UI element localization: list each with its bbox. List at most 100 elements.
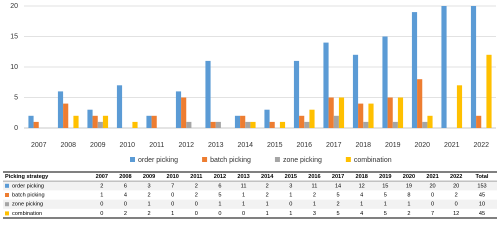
table-swatch (5, 211, 9, 216)
table-year: 2008 (119, 174, 131, 180)
table-cell: 0 (455, 202, 458, 208)
table-cell: 5 (337, 211, 340, 217)
table-cell: 2 (266, 183, 269, 189)
bar (245, 121, 251, 128)
bar (175, 91, 182, 128)
bar (57, 91, 64, 128)
bar (411, 12, 418, 129)
legend-swatch (345, 157, 351, 162)
bar (116, 85, 123, 128)
table-cell: 12 (359, 183, 365, 189)
table-cell: 2 (148, 192, 151, 198)
table-cell: 5 (218, 192, 221, 198)
bar (417, 79, 423, 128)
table-cell: 1 (148, 202, 151, 208)
data-table: Picking strategy 2007 2008 2009 2010 2011 2012… (3, 171, 497, 219)
table-year: 2013 (237, 174, 249, 180)
x-tick-label: 2020 (414, 142, 430, 149)
x-tick-label: 2009 (90, 142, 106, 149)
bar (250, 121, 256, 128)
legend-swatch (274, 157, 280, 162)
y-tick-label: 20 (10, 3, 18, 10)
table-year: 2022 (450, 174, 462, 180)
bar (146, 115, 152, 128)
table-cell: 0 (195, 211, 198, 217)
bar (132, 121, 138, 128)
table-total: 10 (479, 202, 485, 208)
table-cell: 0 (218, 211, 221, 217)
table-year: 2009 (143, 174, 155, 180)
bar (97, 121, 103, 128)
bar (382, 36, 388, 128)
table-cell: 1 (171, 211, 174, 217)
x-tick-label: 2008 (60, 142, 76, 149)
table-cell: 2 (407, 211, 410, 217)
bar (352, 54, 359, 128)
table-cell: 11 (312, 183, 318, 189)
x-tick-label: 2012 (178, 142, 194, 149)
table-cell: 4 (360, 192, 363, 198)
table-cell: 20 (429, 183, 435, 189)
table-total: 45 (479, 192, 485, 198)
table-cell: 3 (148, 183, 151, 189)
bar (476, 115, 482, 128)
bar (151, 115, 157, 128)
table-row-label: batch picking (12, 192, 45, 198)
bar (279, 121, 286, 128)
table-swatch (5, 202, 9, 207)
table-cell: 19 (406, 183, 412, 189)
x-tick-label: 2007 (31, 142, 47, 149)
table-cell: 3 (289, 183, 292, 189)
bar (269, 121, 275, 128)
table-row-label: order picking (12, 183, 44, 189)
table-cell: 5 (384, 192, 387, 198)
bar (333, 115, 339, 128)
table-cell: 3 (313, 211, 316, 217)
table-total: 45 (479, 211, 485, 217)
table-cell: 1 (289, 211, 292, 217)
bar (63, 103, 69, 128)
bar (397, 97, 404, 128)
table-cell: 2 (337, 202, 340, 208)
bar (293, 60, 300, 128)
table-cell: 1 (407, 202, 410, 208)
bar (205, 60, 211, 128)
x-tick-label: 2010 (119, 142, 135, 149)
table-cell: 7 (431, 211, 434, 217)
table-year: 2010 (166, 174, 178, 180)
table-cell: 6 (218, 183, 221, 189)
bar (87, 109, 93, 128)
x-tick-label: 2011 (149, 142, 164, 149)
table-year: 2012 (214, 174, 226, 180)
table-cell: 1 (384, 202, 387, 208)
table-cell: 4 (360, 211, 363, 217)
bar (240, 115, 246, 128)
table-cell: 0 (242, 211, 245, 217)
table-stripe (3, 199, 497, 209)
legend-label: batch picking (210, 157, 251, 164)
y-tick-label: 10 (10, 64, 18, 71)
x-tick-label: 2017 (326, 142, 342, 149)
bar (363, 121, 369, 128)
bar (422, 121, 428, 128)
table-header: Picking strategy (5, 174, 49, 180)
bar (309, 109, 315, 128)
bar (73, 115, 79, 128)
table-cell: 0 (431, 192, 434, 198)
bar (387, 97, 393, 128)
bar (210, 121, 216, 128)
table-year: 2011 (190, 174, 202, 180)
table-header: Total (476, 174, 489, 180)
x-tick-label: 2015 (267, 142, 283, 149)
table-year: 2014 (261, 174, 274, 180)
bar (441, 6, 447, 128)
table-stripe (3, 181, 497, 191)
table-swatch (5, 193, 9, 197)
table-year: 2016 (308, 174, 320, 180)
bar (392, 121, 398, 128)
bar (486, 54, 492, 128)
bar (92, 115, 98, 128)
table-cell: 15 (382, 183, 388, 189)
table-cell: 0 (100, 211, 103, 217)
